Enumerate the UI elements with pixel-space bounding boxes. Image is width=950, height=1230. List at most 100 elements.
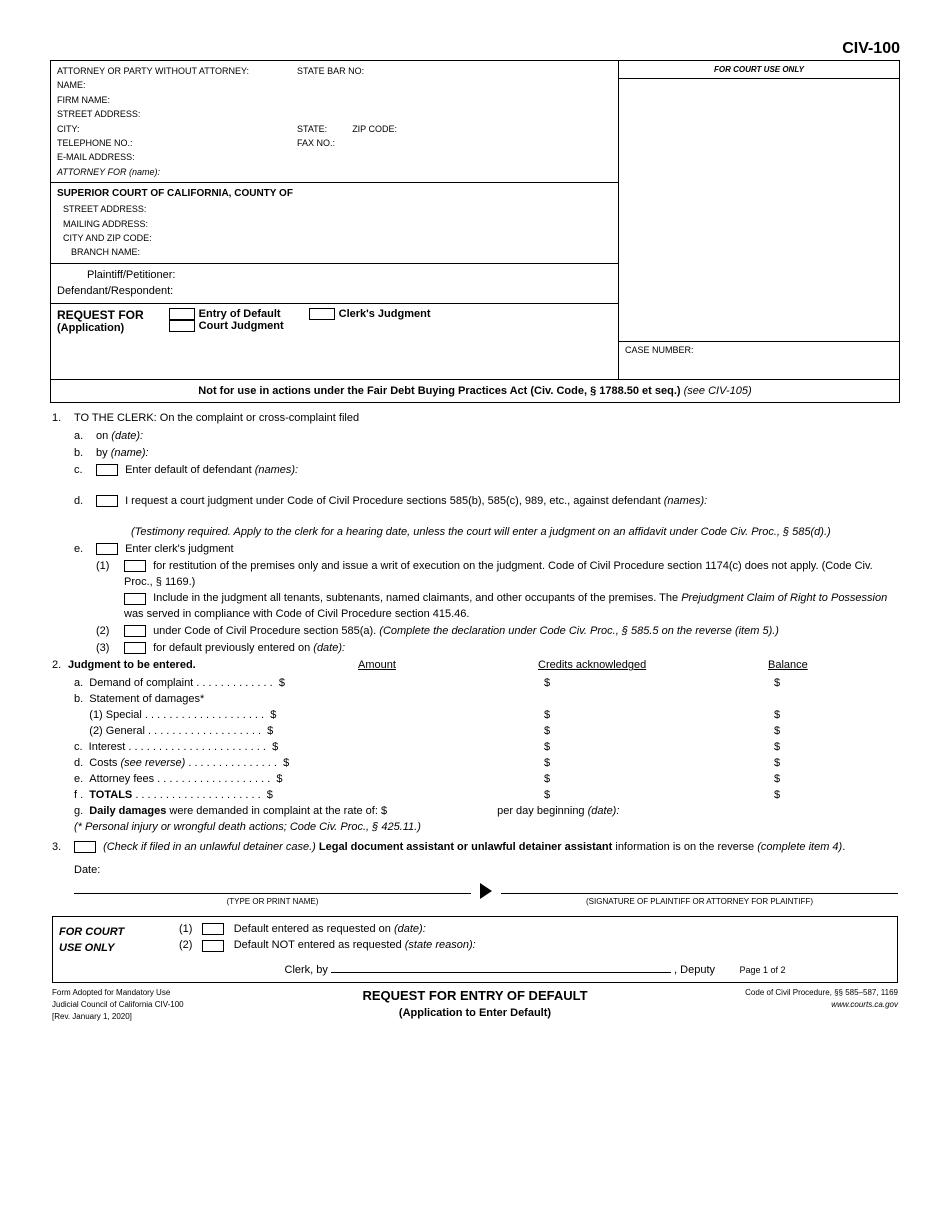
court-only-label: FOR COURTUSE ONLY: [53, 917, 173, 983]
attorney-section: ATTORNEY OR PARTY WITHOUT ATTORNEY: STATE…: [51, 61, 618, 182]
page-number: Page 1 of 2: [739, 965, 785, 975]
court-only-line2: (2) Default NOT entered as requested (st…: [179, 937, 891, 954]
footer: Form Adopted for Mandatory Use Judicial …: [52, 987, 898, 1022]
item-1e1-text: for restitution of the premises only and…: [124, 560, 873, 588]
item-1e3-let: (3): [96, 641, 124, 657]
item-1c-let: c.: [74, 463, 96, 479]
entry-default-label: Entry of Default: [199, 308, 281, 320]
item-2-note: (* Personal injury or wrongful death act…: [74, 820, 898, 836]
header-grid: ATTORNEY OR PARTY WITHOUT ATTORNEY: STATE…: [50, 60, 900, 380]
party-section: Plaintiff/Petitioner: Defendant/Responde…: [51, 263, 618, 303]
notice-ref: (see CIV-105): [684, 385, 752, 397]
firm-label: FIRM NAME:: [57, 93, 612, 107]
item-1e2-text: under Code of Civil Procedure section 58…: [153, 625, 779, 637]
row-2b1: (1) Special . . . . . . . . . . . . . . …: [74, 708, 364, 724]
case-number-box: CASE NUMBER:: [619, 341, 899, 379]
item-1e-text: Enter clerk's judgment: [125, 543, 233, 555]
state-label: STATE:: [297, 124, 327, 134]
signature-row: (TYPE OR PRINT NAME) (SIGNATURE OF PLAIN…: [74, 893, 898, 908]
date-label: Date:: [74, 863, 898, 879]
footer-r1: Code of Civil Procedure, §§ 585–587, 116…: [616, 987, 898, 999]
item-1e-checkbox[interactable]: [96, 543, 118, 555]
court-mailing: MAILING ADDRESS:: [57, 217, 612, 231]
row-2d: d. Costs (see reverse) . . . . . . . . .…: [74, 756, 364, 772]
notice-row: Not for use in actions under the Fair De…: [50, 380, 900, 403]
item-1e-let: e.: [74, 542, 96, 558]
header-left: ATTORNEY OR PARTY WITHOUT ATTORNEY: STATE…: [51, 61, 619, 379]
default-not-entered-checkbox[interactable]: [202, 940, 224, 952]
court-use-space: [619, 79, 899, 341]
row-2g: g. Daily damages were demanded in compla…: [74, 804, 387, 820]
item-1e2-let: (2): [96, 624, 124, 640]
zip-label: ZIP CODE:: [352, 124, 397, 134]
name-label: NAME:: [57, 78, 612, 92]
item-2-num: 2.: [52, 658, 68, 674]
default-entered-checkbox[interactable]: [202, 923, 224, 935]
item-2-title: Judgment to be entered.: [68, 658, 358, 674]
item-1a-let: a.: [74, 429, 96, 445]
row-2g-per: per day beginning (date):: [497, 804, 619, 820]
item-1e3-text: for default previously entered on (date)…: [153, 642, 345, 654]
item-1e1-checkbox[interactable]: [124, 560, 146, 572]
attorney-header: ATTORNEY OR PARTY WITHOUT ATTORNEY:: [57, 64, 257, 78]
balance-header: Balance: [768, 658, 898, 674]
court-branch: BRANCH NAME:: [57, 245, 612, 259]
row-2b2: (2) General . . . . . . . . . . . . . . …: [74, 724, 364, 740]
court-section: SUPERIOR COURT OF CALIFORNIA, COUNTY OF …: [51, 182, 618, 263]
request-section: REQUEST FOR (Application) Entry of Defau…: [51, 303, 618, 338]
item-1e2-checkbox[interactable]: [124, 625, 146, 637]
footer-title: REQUEST FOR ENTRY OF DEFAULT: [334, 987, 616, 1006]
type-name-line: (TYPE OR PRINT NAME): [74, 893, 471, 908]
city-label: CITY:: [57, 122, 257, 136]
item-1e3-checkbox[interactable]: [124, 642, 146, 654]
email-label: E-MAIL ADDRESS:: [57, 150, 612, 164]
notice-text: Not for use in actions under the Fair De…: [198, 385, 680, 397]
item-1b-text: by (name):: [96, 447, 149, 459]
court-judgment-label: Court Judgment: [199, 320, 284, 332]
row-2b: b. Statement of damages*: [74, 692, 364, 708]
court-use-only-label: FOR COURT USE ONLY: [619, 61, 899, 79]
plaintiff-label: Plaintiff/Petitioner:: [57, 267, 612, 284]
clerks-judgment-checkbox[interactable]: [309, 308, 335, 320]
row-2e: e. Attorney fees . . . . . . . . . . . .…: [74, 772, 364, 788]
signature-line: (SIGNATURE OF PLAINTIFF OR ATTORNEY FOR …: [501, 893, 898, 908]
attorney-for-label: ATTORNEY FOR (name):: [57, 165, 612, 179]
request-sub: (Application): [57, 322, 144, 334]
entry-default-checkbox[interactable]: [169, 308, 195, 320]
request-title: REQUEST FOR: [57, 308, 144, 322]
judgment-table: a. Demand of complaint . . . . . . . . .…: [74, 676, 898, 835]
item-1c-checkbox[interactable]: [96, 464, 118, 476]
item-1a-text: on (date):: [96, 430, 143, 442]
amount-header: Amount: [358, 658, 538, 674]
state-bar-label: STATE BAR NO:: [297, 64, 364, 78]
item-3-text: (Check if filed in an unlawful detainer …: [103, 841, 845, 853]
item-1d-checkbox[interactable]: [96, 495, 118, 507]
row-2a: a. Demand of complaint . . . . . . . . .…: [74, 676, 364, 692]
item-3-checkbox[interactable]: [74, 841, 96, 853]
fax-label: FAX NO.:: [297, 136, 335, 150]
footer-r2: www.courts.ca.gov: [616, 999, 898, 1011]
defendant-label: Defendant/Respondent:: [57, 283, 612, 300]
header-right: FOR COURT USE ONLY CASE NUMBER:: [619, 61, 899, 379]
item-1e1-sub-checkbox[interactable]: [124, 593, 146, 605]
item-1c-text: Enter default of defendant (names):: [125, 464, 298, 476]
form-number: CIV-100: [50, 40, 900, 58]
item-1e1-let: (1): [96, 559, 124, 591]
arrow-icon: [480, 883, 492, 899]
item-1-num: 1.: [52, 411, 74, 427]
court-street: STREET ADDRESS:: [57, 202, 612, 216]
item-1-text: TO THE CLERK: On the complaint or cross-…: [74, 411, 898, 427]
clerk-line: Clerk, by , Deputy Page 1 of 2: [179, 962, 891, 979]
item-3-num: 3.: [52, 840, 74, 856]
row-2c: c. Interest . . . . . . . . . . . . . . …: [74, 740, 364, 756]
credits-header: Credits acknowledged: [538, 658, 768, 674]
court-cityzip: CITY AND ZIP CODE:: [57, 231, 612, 245]
item-1e1-sub-text: Include in the judgment all tenants, sub…: [124, 592, 887, 620]
tel-label: TELEPHONE NO.:: [57, 136, 257, 150]
court-header: SUPERIOR COURT OF CALIFORNIA, COUNTY OF: [57, 186, 612, 202]
court-judgment-checkbox[interactable]: [169, 320, 195, 332]
court-only-line1: (1) Default entered as requested on (dat…: [179, 921, 891, 938]
street-label: STREET ADDRESS:: [57, 107, 612, 121]
footer-sub: (Application to Enter Default): [334, 1006, 616, 1022]
court-only-box: FOR COURTUSE ONLY (1) Default entered as…: [52, 916, 898, 984]
